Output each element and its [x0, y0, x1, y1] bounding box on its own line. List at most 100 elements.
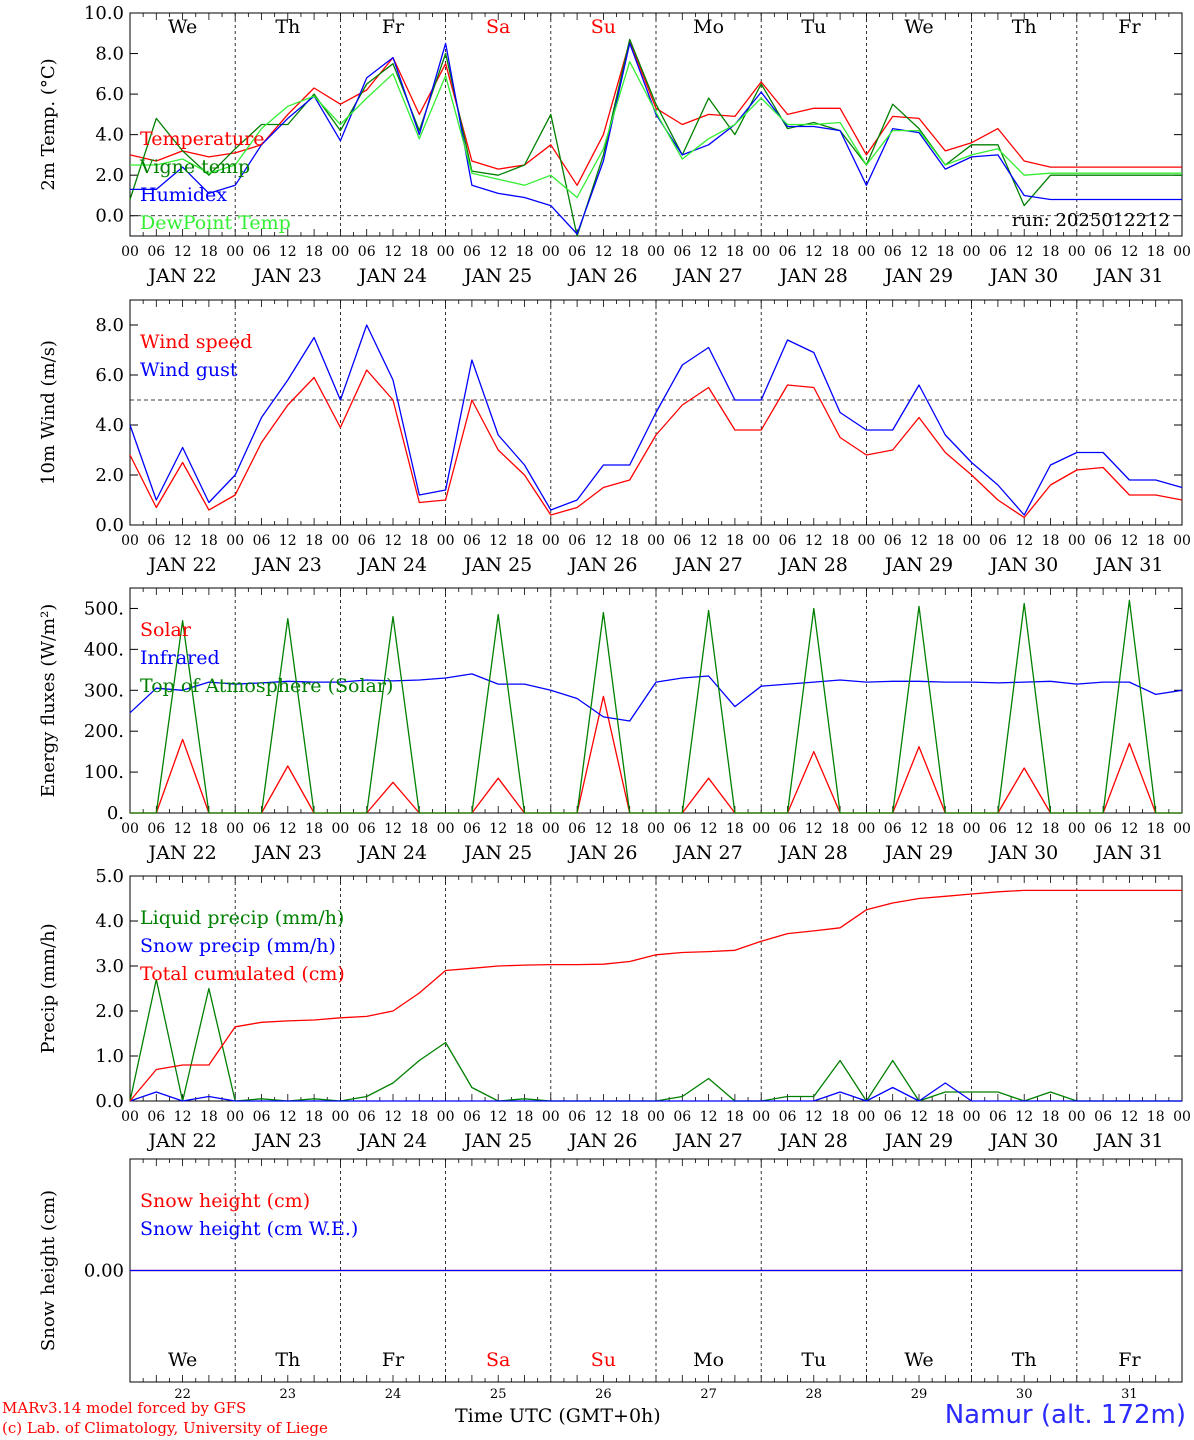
y-tick-label: 100. — [84, 762, 124, 783]
hour-tick-label: 12 — [700, 821, 718, 837]
hour-tick-label: 00 — [1173, 1109, 1191, 1125]
legend-entry: Temperature — [140, 128, 264, 150]
day-label: JAN 31 — [1093, 265, 1163, 287]
y-axis-label: Energy fluxes (W/m²) — [38, 604, 59, 798]
hour-tick-label: 12 — [1015, 533, 1033, 549]
hour-tick-label: 18 — [621, 821, 639, 837]
hour-tick-label: 00 — [963, 1109, 981, 1125]
hour-tick-label: 12 — [489, 533, 507, 549]
hour-tick-label: 12 — [279, 533, 297, 549]
series-line — [130, 42, 1182, 235]
hour-tick-label: 12 — [594, 533, 612, 549]
hour-tick-label: 00 — [1173, 244, 1191, 260]
weekday-label: We — [904, 1349, 933, 1371]
day-number-label: 28 — [806, 1387, 823, 1402]
hour-tick-label: 12 — [594, 244, 612, 260]
y-tick-label: 500. — [84, 598, 124, 619]
hour-tick-label: 18 — [726, 1109, 744, 1125]
day-number-label: 26 — [595, 1387, 612, 1402]
hour-tick-label: 12 — [700, 1109, 718, 1125]
y-tick-label: 2.0 — [95, 465, 124, 486]
day-number-label: 30 — [1016, 1387, 1033, 1402]
hour-tick-label: 06 — [673, 533, 691, 549]
panel-2: 0.0 2.0 4.0 6.0 8.0 10m Wind (m/s) Wind speed W… — [38, 299, 1191, 576]
day-label: JAN 23 — [252, 554, 322, 576]
hour-tick-label: 18 — [621, 533, 639, 549]
hour-tick-label: 06 — [884, 533, 902, 549]
series-line — [130, 695, 1182, 814]
hour-tick-label: 18 — [936, 1109, 954, 1125]
hour-tick-label: 00 — [331, 1109, 349, 1125]
hour-tick-label: 06 — [673, 821, 691, 837]
y-axis-label: 10m Wind (m/s) — [38, 340, 59, 485]
y-tick-label: 0.00 — [84, 1261, 124, 1282]
legend-entry: Liquid precip (mm/h) — [140, 907, 344, 929]
hour-tick-label: 06 — [253, 244, 271, 260]
hour-tick-label: 00 — [542, 533, 560, 549]
hour-tick-label: 00 — [752, 533, 770, 549]
hour-tick-label: 00 — [1068, 244, 1086, 260]
hour-tick-label: 12 — [174, 533, 192, 549]
hour-tick-label: 18 — [726, 533, 744, 549]
hour-tick-label: 06 — [779, 244, 797, 260]
y-tick-label: 3.0 — [95, 956, 124, 977]
hour-tick-label: 12 — [1120, 244, 1138, 260]
hour-tick-label: 06 — [884, 1109, 902, 1125]
day-label: JAN 27 — [673, 554, 743, 576]
day-number-label: 25 — [490, 1387, 507, 1402]
day-label: JAN 23 — [252, 1130, 322, 1152]
day-label: JAN 31 — [1093, 1130, 1163, 1152]
day-label: JAN 25 — [462, 842, 532, 864]
hour-tick-label: 12 — [384, 1109, 402, 1125]
hour-tick-label: 06 — [989, 821, 1007, 837]
hour-tick-label: 06 — [463, 244, 481, 260]
weekday-label: We — [168, 16, 197, 38]
hour-tick-label: 12 — [594, 821, 612, 837]
hour-tick-label: 18 — [200, 821, 218, 837]
weekday-label: Sa — [486, 1349, 510, 1371]
weekday-label: We — [904, 16, 933, 38]
hour-tick-label: 06 — [884, 821, 902, 837]
y-tick-label: 400. — [84, 639, 124, 660]
hour-tick-label: 12 — [279, 244, 297, 260]
weekday-label: Fr — [382, 16, 405, 38]
hour-tick-label: 00 — [437, 1109, 455, 1125]
weekday-label: Th — [275, 16, 300, 38]
hour-tick-label: 12 — [489, 244, 507, 260]
hour-tick-label: 00 — [1173, 821, 1191, 837]
hour-tick-label: 12 — [489, 1109, 507, 1125]
hour-tick-label: 00 — [647, 244, 665, 260]
legend-entry: Snow height (cm W.E.) — [140, 1218, 358, 1240]
y-tick-label: 0. — [107, 803, 124, 824]
hour-tick-label: 06 — [568, 533, 586, 549]
weekday-label: Fr — [1118, 1349, 1141, 1371]
weekday-label: Su — [591, 1349, 616, 1371]
hour-tick-label: 06 — [1094, 533, 1112, 549]
hour-tick-label: 06 — [779, 821, 797, 837]
legend-entry: Vigne temp — [139, 156, 250, 178]
day-label: JAN 25 — [462, 265, 532, 287]
hour-tick-label: 12 — [805, 533, 823, 549]
day-label: JAN 31 — [1093, 842, 1163, 864]
hour-tick-label: 18 — [726, 821, 744, 837]
hour-tick-label: 00 — [857, 1109, 875, 1125]
hour-tick-label: 18 — [516, 244, 534, 260]
hour-tick-label: 06 — [989, 1109, 1007, 1125]
hour-tick-label: 18 — [516, 1109, 534, 1125]
y-tick-label: 200. — [84, 721, 124, 742]
day-label: JAN 27 — [673, 265, 743, 287]
hour-tick-label: 06 — [463, 533, 481, 549]
legend-entry: Solar — [140, 619, 192, 641]
y-tick-label: 4.0 — [95, 125, 124, 146]
panel-5: 0.00 Snow height (cm) Snow height (cm) Snow… — [38, 1158, 1183, 1402]
hour-tick-label: 06 — [253, 1109, 271, 1125]
day-label: JAN 26 — [567, 265, 637, 287]
day-label: JAN 29 — [883, 554, 953, 576]
hour-tick-label: 18 — [1147, 1109, 1165, 1125]
hour-tick-label: 18 — [200, 533, 218, 549]
weekday-label: Tu — [801, 1349, 826, 1371]
day-label: JAN 25 — [462, 1130, 532, 1152]
run-annotation: run: 2025012212 — [1012, 210, 1170, 231]
hour-tick-label: 00 — [1068, 821, 1086, 837]
day-label: JAN 23 — [252, 265, 322, 287]
